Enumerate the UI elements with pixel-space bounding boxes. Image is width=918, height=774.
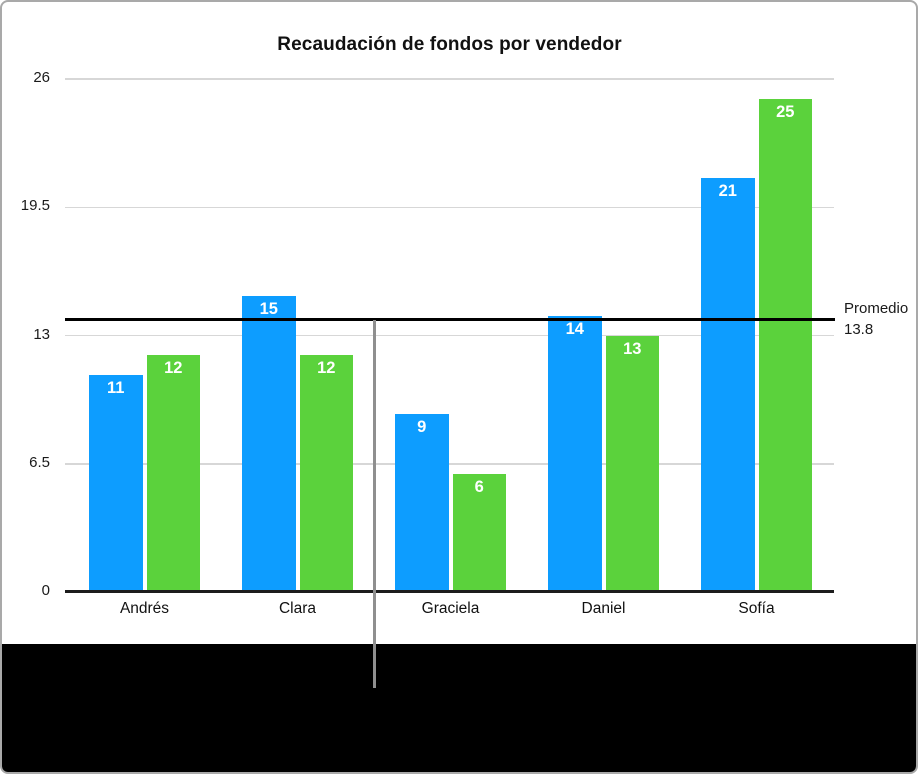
category-label-Graciela: Graciela [421, 600, 480, 617]
y-tick-label: 13 [33, 325, 50, 343]
bar-green-Graciela [452, 473, 506, 592]
bar-blue-Clara [242, 296, 296, 592]
bar-green-Daniel [605, 335, 659, 592]
average-line-label: Promedio 13.8 [844, 299, 908, 340]
category-label-Andrés: Andrés [119, 600, 170, 617]
bar-green-Andrés [146, 355, 200, 592]
bar-value-label: 25 [776, 102, 795, 121]
category-label-Daniel: Daniel [581, 600, 626, 617]
bar-value-label: 12 [317, 359, 336, 378]
bar-value-label: 12 [164, 359, 183, 378]
gridline-26 [65, 78, 834, 80]
bar-value-label: 9 [417, 418, 427, 437]
gridline-13 [65, 334, 834, 337]
bar-blue-Sofía [701, 177, 755, 592]
category-label-Sofía: Sofía [738, 600, 775, 617]
bar-value-label: 11 [107, 378, 125, 397]
gridline-19.5 [65, 206, 834, 208]
y-tick-label: 0 [41, 582, 50, 599]
bar-green-Sofía [758, 98, 812, 592]
bar-value-label: 21 [718, 181, 737, 200]
bar-blue-Graciela [395, 414, 449, 592]
y-tick-label: 6.5 [29, 453, 50, 471]
bar-value-label: 14 [565, 319, 584, 338]
category-label-Clara: Clara [278, 600, 317, 617]
bar-green-Clara [299, 355, 353, 592]
bar-blue-Daniel [548, 315, 602, 592]
gridline-6.5 [65, 463, 834, 465]
y-tick-label: 26 [33, 69, 50, 86]
x-axis-line [65, 590, 834, 593]
chart-title: Recaudación de fondos por vendedor [277, 34, 622, 55]
bottom-black-band [2, 644, 916, 772]
bar-blue-Andrés [89, 374, 143, 592]
bar-value-label: 6 [474, 477, 484, 496]
bar-value-label: 15 [259, 300, 278, 319]
average-line-label-value: 13.8 [844, 320, 874, 338]
callout-line [373, 320, 376, 688]
bar-value-label: 13 [623, 339, 642, 358]
average-line-label-text: Promedio [844, 300, 909, 317]
y-tick-label: 19.5 [20, 197, 50, 215]
average-line [65, 318, 835, 322]
